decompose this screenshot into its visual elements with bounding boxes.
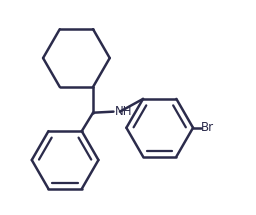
Text: NH: NH xyxy=(115,105,132,118)
Text: Br: Br xyxy=(201,121,214,134)
